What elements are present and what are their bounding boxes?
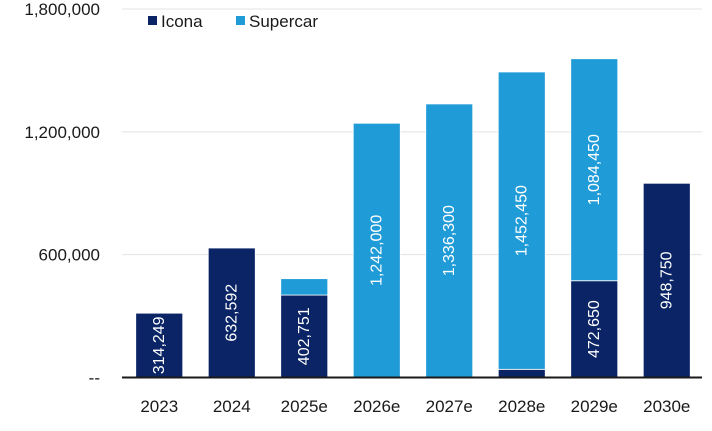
data-label: 948,750 bbox=[658, 251, 675, 309]
x-tick-label: 2025e bbox=[281, 397, 328, 416]
x-tick-label: 2029e bbox=[571, 397, 618, 416]
bar-icona-2025e bbox=[280, 294, 329, 378]
x-tick-label: 2026e bbox=[353, 397, 400, 416]
bar-icona-2029e bbox=[570, 280, 619, 378]
y-tick-label: 1,200,000 bbox=[24, 123, 100, 142]
x-axis: 2023 2024 2025e 2026e 2027e 2028e 2029e 2030e bbox=[122, 376, 702, 416]
data-label: 402,751 bbox=[296, 307, 313, 365]
x-tick-label: 2030e bbox=[643, 397, 690, 416]
data-label: 1,452,450 bbox=[513, 185, 530, 256]
bar-icona-2030e bbox=[642, 182, 691, 378]
legend-swatch-icona bbox=[148, 16, 157, 25]
x-tick-label: 2027e bbox=[426, 397, 473, 416]
bar-supercar-2026e bbox=[352, 122, 401, 378]
data-label: 1,336,300 bbox=[441, 205, 458, 276]
x-tick-label: 2023 bbox=[140, 397, 178, 416]
data-label: 1,242,000 bbox=[368, 215, 385, 286]
data-label: 314,249 bbox=[151, 316, 168, 374]
y-tick-label: 600,000 bbox=[39, 246, 100, 265]
data-labels: 314,249 632,592 402,751 1,242,000 1,336,300 1… bbox=[151, 134, 676, 374]
bar-icona-2024 bbox=[207, 247, 256, 378]
x-tick-label: 2028e bbox=[498, 397, 545, 416]
y-tick-label: -- bbox=[89, 369, 100, 388]
bar-supercar-2028e bbox=[497, 71, 546, 370]
data-label: 1,084,450 bbox=[586, 134, 603, 205]
legend-label: Icona bbox=[161, 12, 203, 31]
bars bbox=[135, 58, 691, 378]
bar-supercar-2029e bbox=[570, 58, 619, 282]
bar-icona-2028e bbox=[497, 368, 546, 378]
x-tick-label: 2024 bbox=[213, 397, 251, 416]
bar-icona-2023 bbox=[135, 312, 184, 378]
y-axis: -- 600,000 1,200,000 1,800,000 bbox=[24, 0, 100, 388]
legend-swatch-supercar bbox=[236, 16, 245, 25]
data-label: 472,650 bbox=[586, 300, 603, 358]
y-tick-label: 1,800,000 bbox=[24, 0, 100, 19]
data-label: 632,592 bbox=[223, 284, 240, 342]
legend: Icona Supercar bbox=[148, 12, 318, 31]
bar-supercar-2025e bbox=[280, 278, 329, 296]
legend-label: Supercar bbox=[249, 12, 318, 31]
